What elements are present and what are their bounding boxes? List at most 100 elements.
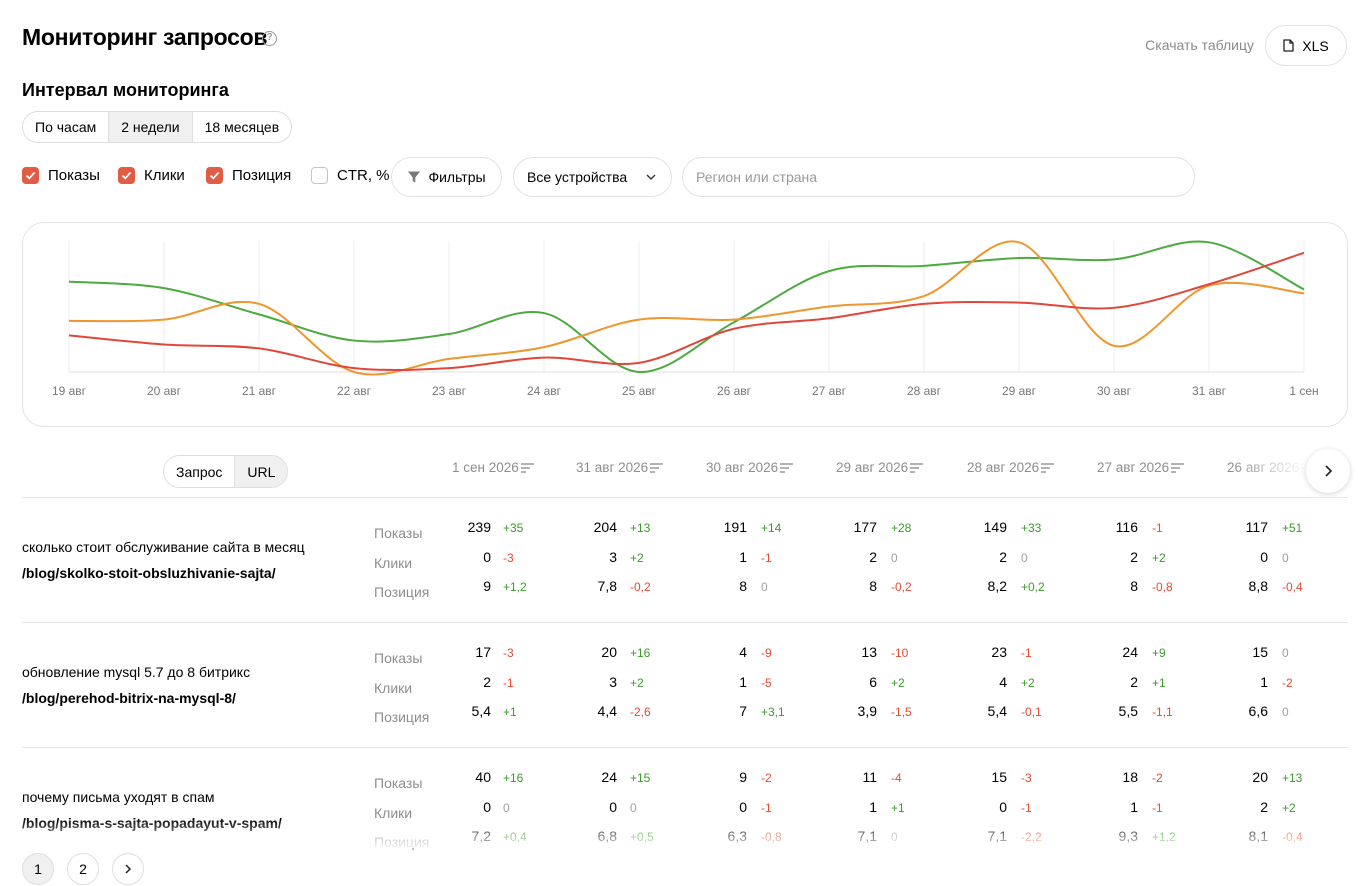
cell-delta: -1	[761, 801, 772, 815]
row-query-text[interactable]: сколько стоит обслуживание сайта в месяц	[22, 539, 305, 555]
question-circle-icon[interactable]: ?	[262, 31, 277, 46]
column-header-date[interactable]: 29 авг 2026	[836, 460, 924, 475]
row-divider	[22, 622, 1348, 623]
cell-value: 9	[739, 769, 747, 785]
cell-value: 13	[861, 644, 877, 660]
cell-delta: -1	[503, 676, 514, 690]
checkbox-ctr[interactable]: CTR, %	[311, 167, 390, 184]
cell-delta: -1	[1021, 801, 1032, 815]
checkbox-clicks[interactable]: Клики	[118, 167, 185, 184]
devices-value: Все устройства	[527, 169, 628, 185]
row-url-link[interactable]: /blog/perehod-bitrix-na-mysql-8/	[22, 690, 236, 706]
page-2-button[interactable]: 2	[67, 853, 99, 885]
cell-delta: +13	[630, 521, 651, 535]
region-input[interactable]: Регион или страна	[682, 157, 1195, 197]
checkbox-unchecked-icon[interactable]	[311, 167, 328, 184]
view-toggle-url[interactable]: URL	[234, 456, 288, 487]
cell-value: 24	[1122, 644, 1138, 660]
metric-label: Клики	[374, 805, 413, 821]
checkbox-shows[interactable]: Показы	[22, 167, 100, 184]
x-tick-label: 29 авг	[1002, 384, 1037, 398]
cell-delta: 0	[503, 801, 510, 815]
cell-value: 6,6	[1248, 703, 1268, 719]
next-columns-button[interactable]	[1306, 449, 1350, 493]
next-page-button[interactable]	[112, 853, 144, 885]
column-header-date[interactable]: 1 сен 2026	[452, 460, 534, 475]
cell-value: 20	[601, 644, 617, 660]
cell-value: 0	[609, 799, 617, 815]
cell-value: 204	[593, 519, 617, 535]
cell-delta: +16	[630, 646, 651, 660]
cell-delta: -0,8	[1152, 580, 1173, 594]
cell-value: 191	[723, 519, 747, 535]
scroll-fade	[0, 818, 1372, 848]
cell-delta: +3,1	[761, 705, 785, 719]
interval-option-2-weeks[interactable]: 2 недели	[109, 112, 193, 142]
column-header-date[interactable]: 31 авг 2026	[576, 460, 664, 475]
cell-value: 3,9	[857, 703, 877, 719]
cell-value: 5,5	[1118, 703, 1138, 719]
column-header-date[interactable]: 28 авг 2026	[967, 460, 1055, 475]
cell-delta: -0,2	[891, 580, 912, 594]
checkbox-label: Показы	[48, 167, 100, 184]
row-divider	[22, 497, 1348, 498]
checkbox-checked-icon[interactable]	[118, 167, 135, 184]
interval-option-18-months[interactable]: 18 месяцев	[204, 119, 280, 135]
cell-value: 1	[869, 799, 877, 815]
sort-icon	[520, 462, 534, 473]
cell-value: 5,4	[987, 703, 1007, 719]
interval-option-hourly[interactable]: По часам	[23, 112, 110, 142]
devices-select[interactable]: Все устройства	[513, 157, 672, 197]
checkbox-position[interactable]: Позиция	[206, 167, 291, 184]
cell-value: 149	[983, 519, 1007, 535]
sort-icon	[650, 462, 664, 473]
series-line-green	[68, 240, 1305, 374]
cell-value: 1	[1130, 799, 1138, 815]
page-1-button[interactable]: 1	[22, 853, 54, 885]
cell-delta: +51	[1282, 521, 1303, 535]
column-header-label: 28 авг 2026	[967, 460, 1040, 475]
checkbox-checked-icon[interactable]	[206, 167, 223, 184]
cell-value: 239	[467, 519, 491, 535]
cell-value: 2	[1130, 674, 1138, 690]
cell-delta: +13	[1282, 771, 1303, 785]
column-header-label: 30 авг 2026	[706, 460, 779, 475]
cell-delta: -3	[1021, 771, 1032, 785]
cell-delta: +2	[630, 676, 644, 690]
file-icon	[1283, 39, 1294, 52]
column-header-date[interactable]: 30 авг 2026	[706, 460, 794, 475]
view-toggle-query[interactable]: Запрос	[176, 463, 223, 480]
cell-value: 3	[609, 549, 617, 565]
cell-delta: 0	[1282, 551, 1289, 565]
row-query-text[interactable]: обновление mysql 5.7 до 8 битрикс	[22, 664, 251, 680]
cell-delta: -10	[891, 646, 909, 660]
cell-value: 8	[1130, 578, 1138, 594]
funnel-icon	[408, 171, 421, 183]
cell-delta: -1,5	[891, 705, 912, 719]
sort-icon	[780, 462, 794, 473]
x-tick-label: 26 авг	[717, 384, 752, 398]
column-header-date[interactable]: 27 авг 2026	[1097, 460, 1185, 475]
cell-value: 0	[483, 799, 491, 815]
cell-delta: -1	[1021, 646, 1032, 660]
xls-download-button[interactable]: XLS	[1265, 25, 1347, 66]
cell-delta: -1	[1152, 801, 1163, 815]
row-query-text[interactable]: почему письма уходят в спам	[22, 789, 215, 805]
column-header-label: 31 авг 2026	[576, 460, 649, 475]
sort-icon	[1041, 462, 1055, 473]
cell-value: 5,4	[471, 703, 491, 719]
cell-value: 11	[862, 769, 877, 785]
cell-value: 1	[739, 674, 747, 690]
sort-icon	[910, 462, 924, 473]
row-url-link[interactable]: /blog/skolko-stoit-obsluzhivanie-sajta/	[22, 565, 276, 581]
checkbox-label: CTR, %	[337, 167, 390, 184]
cell-value: 17	[475, 644, 491, 660]
filters-button[interactable]: Фильтры	[391, 157, 502, 197]
cell-delta: +1	[891, 801, 905, 815]
row-divider	[22, 747, 1348, 748]
checkbox-checked-icon[interactable]	[22, 167, 39, 184]
cell-value: 2	[1130, 549, 1138, 565]
cell-delta: -9	[761, 646, 772, 660]
download-table-label[interactable]: Скачать таблицу	[1145, 37, 1254, 53]
cell-delta: +35	[503, 521, 524, 535]
